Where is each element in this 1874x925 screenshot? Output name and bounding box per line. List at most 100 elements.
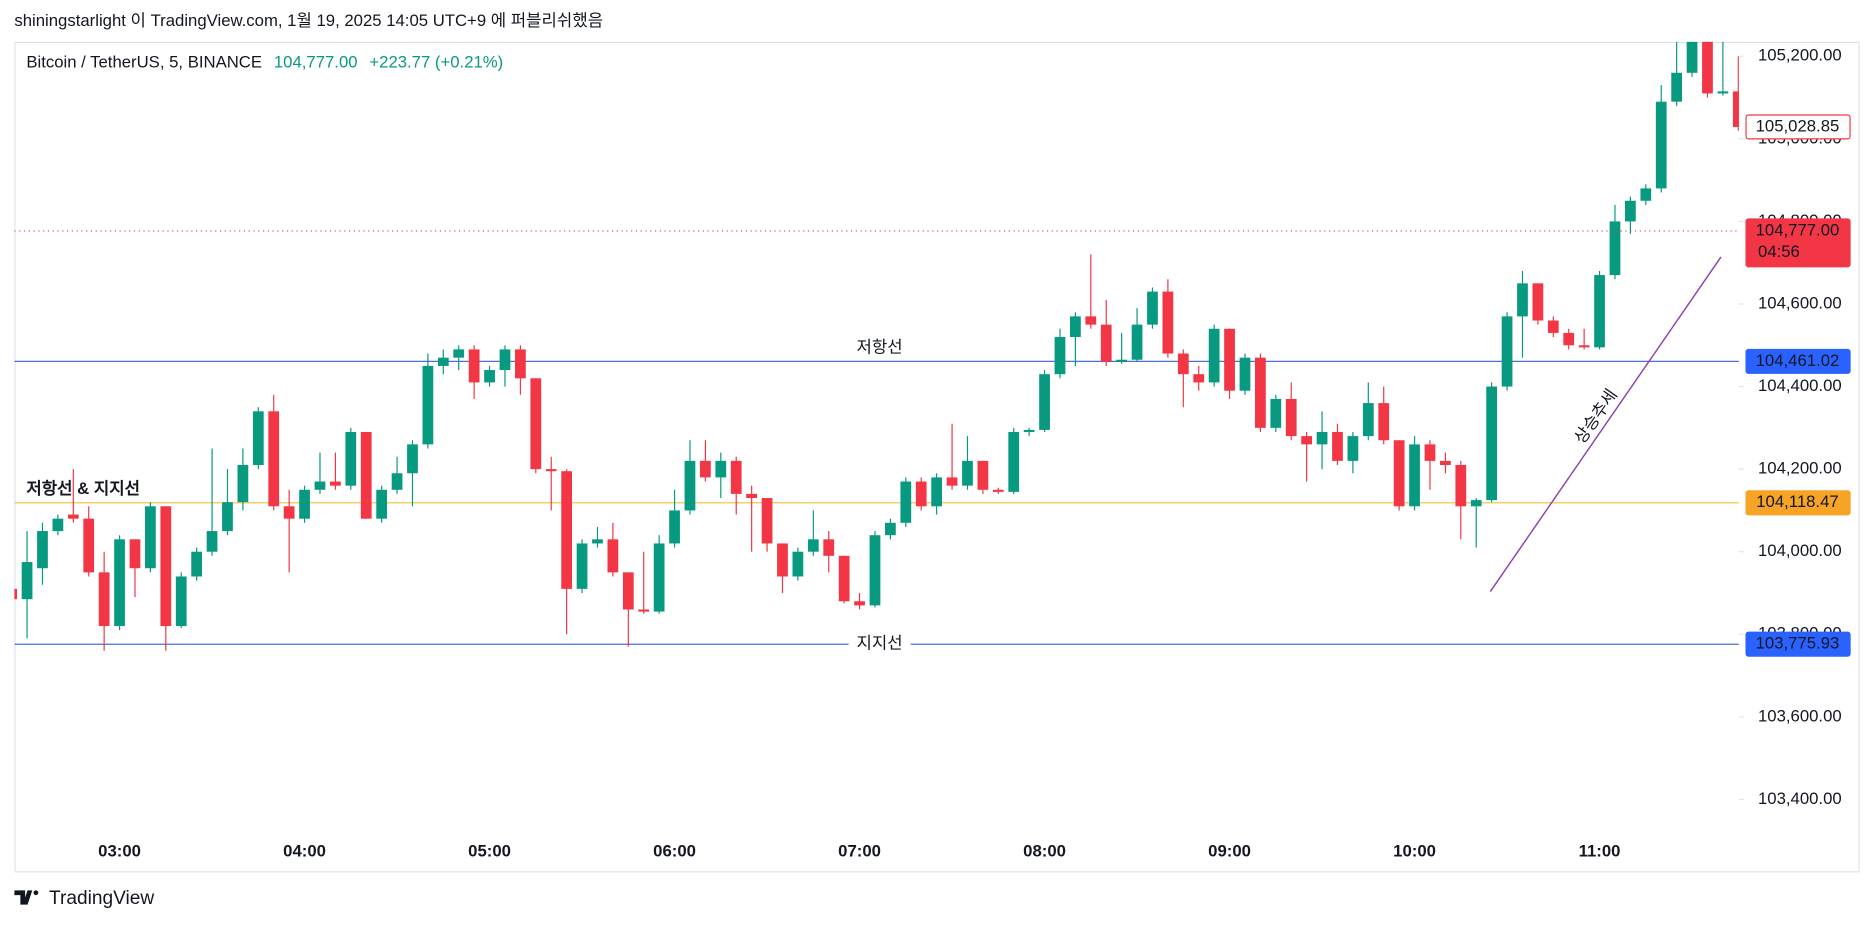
level-label-bg — [848, 634, 911, 654]
candle-body — [1193, 374, 1205, 383]
candle-body — [453, 349, 465, 358]
candle-body — [1147, 291, 1158, 325]
candle-body — [1347, 436, 1359, 461]
candle-body — [946, 477, 958, 486]
tradingview-logo: TradingView — [14, 888, 154, 909]
candle-body — [360, 431, 372, 519]
candle-body — [1208, 328, 1220, 383]
y-tick-label: 103,600.00 — [1758, 706, 1842, 725]
x-tick-label: 03:00 — [98, 842, 141, 861]
candle-body — [1378, 403, 1390, 441]
candle-body — [391, 473, 403, 490]
candle-body — [915, 481, 927, 507]
candle-body — [761, 498, 773, 544]
candle-body — [237, 465, 249, 503]
candle-body — [1162, 291, 1174, 354]
price-badge-label: 104,118.47 — [1756, 492, 1838, 511]
candle-body — [1532, 283, 1544, 321]
candle-body — [191, 551, 203, 577]
candle-body — [1547, 320, 1559, 333]
candle-body — [67, 514, 79, 519]
logo-dot — [33, 890, 39, 896]
candle-body — [145, 506, 156, 569]
candle-body — [1609, 221, 1621, 276]
candle-body — [1332, 431, 1343, 461]
candle-body — [1393, 440, 1405, 507]
price-badge — [1745, 490, 1851, 516]
candle-body — [1255, 357, 1266, 428]
candle-body — [807, 539, 819, 552]
candle-body — [1501, 316, 1513, 387]
candle-body — [268, 411, 280, 507]
candle-body — [1039, 374, 1050, 430]
candle-body — [484, 370, 495, 383]
candle-body — [376, 489, 388, 519]
candle-body — [1625, 200, 1636, 222]
candle-body — [1671, 72, 1683, 102]
price-badge-label: 103,775.93 — [1756, 634, 1840, 653]
y-tick-label: 104,000.00 — [1758, 541, 1842, 560]
candle-body — [545, 469, 557, 472]
candle-body — [1100, 324, 1112, 362]
candle-body — [962, 460, 973, 486]
price-badge — [1745, 114, 1851, 140]
candle-body — [1070, 316, 1081, 338]
candle-body — [1440, 460, 1451, 466]
candle-body — [1362, 403, 1374, 437]
x-tick-label: 11:00 — [1579, 842, 1621, 861]
y-tick-label: 104,200.00 — [1758, 459, 1842, 478]
candle-body — [129, 539, 141, 569]
y-tick-label: 104,400.00 — [1758, 376, 1842, 395]
candle-body — [52, 518, 64, 532]
candle-body — [900, 481, 912, 523]
legend: Bitcoin / TetherUS, 5, BINANCE 104,777.0… — [26, 53, 503, 72]
candle-body — [1239, 357, 1251, 391]
candle-body — [206, 531, 218, 552]
level-label: 저항선 — [857, 338, 903, 357]
candle-body — [638, 609, 650, 612]
y-tick-label: 105,200.00 — [1758, 46, 1842, 65]
candle-body — [1424, 444, 1436, 461]
publisher-line: shiningstarlight 이 TradingView.com, 1월 1… — [14, 11, 603, 30]
candle-body — [299, 489, 310, 519]
price-change: +223.77 (+0.21%) — [369, 53, 503, 72]
candle-body — [1285, 398, 1297, 437]
candle-body — [283, 506, 295, 519]
x-tick-label: 05:00 — [468, 842, 511, 861]
candle-body — [1316, 431, 1328, 445]
x-tick-label: 09:00 — [1208, 842, 1251, 861]
candle-body — [607, 539, 619, 573]
candle-body — [14, 588, 18, 600]
candle-body — [1131, 324, 1143, 360]
candle-body — [407, 444, 418, 474]
last-price: 104,777.00 — [274, 53, 358, 72]
chart-frame — [14, 41, 1860, 873]
candle-body — [700, 460, 711, 478]
candle-body — [345, 431, 357, 486]
countdown: 04:56 — [1758, 242, 1800, 261]
x-tick-label: 07:00 — [838, 842, 881, 861]
candle-body — [1409, 444, 1420, 507]
candle-body — [499, 349, 511, 371]
candle-body — [1702, 41, 1713, 94]
candle-body — [222, 502, 233, 532]
candle-body — [1594, 275, 1605, 348]
candle-body — [1054, 337, 1066, 375]
price-badge-label: 104,777.00 — [1756, 220, 1840, 239]
candle-body — [1655, 101, 1667, 189]
candle-body — [1486, 386, 1498, 501]
symbol-title: Bitcoin / TetherUS, 5, BINANCE — [26, 53, 262, 72]
candle-body — [885, 522, 896, 536]
candle-body — [1640, 188, 1652, 201]
candle-body — [931, 477, 943, 507]
y-tick-label: 103,400.00 — [1758, 789, 1842, 808]
candle-body — [977, 460, 989, 490]
trend-line — [1489, 256, 1722, 592]
candle-body — [576, 543, 588, 589]
candle-body — [1455, 465, 1467, 507]
brand: TradingView — [49, 888, 154, 909]
candle-body — [869, 535, 881, 606]
